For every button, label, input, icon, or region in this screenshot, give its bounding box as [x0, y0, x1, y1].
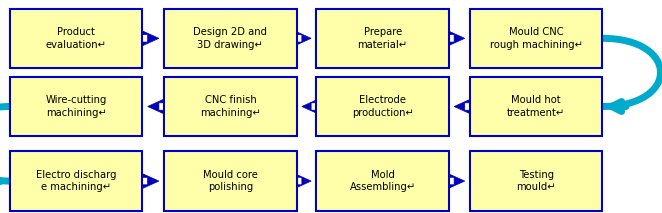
Text: Product
evaluation↵: Product evaluation↵ [46, 27, 107, 50]
Text: Electro discharg
e machining↵: Electro discharg e machining↵ [36, 170, 117, 192]
Text: Electrode
production↵: Electrode production↵ [352, 95, 414, 118]
FancyBboxPatch shape [316, 9, 449, 68]
Polygon shape [448, 174, 465, 189]
FancyBboxPatch shape [10, 151, 142, 211]
Text: Mold
Assembling↵: Mold Assembling↵ [350, 170, 416, 192]
Polygon shape [454, 99, 471, 114]
Text: Design 2D and
3D drawing↵: Design 2D and 3D drawing↵ [193, 27, 267, 50]
FancyBboxPatch shape [470, 77, 602, 136]
Text: CNC finish
machining↵: CNC finish machining↵ [200, 95, 261, 118]
FancyBboxPatch shape [316, 77, 449, 136]
Polygon shape [148, 99, 164, 114]
FancyBboxPatch shape [164, 77, 297, 136]
Text: Mould hot
treatment↵: Mould hot treatment↵ [507, 95, 565, 118]
Text: Mould core
polishing: Mould core polishing [203, 170, 258, 192]
Polygon shape [295, 31, 311, 46]
Polygon shape [142, 31, 159, 46]
FancyBboxPatch shape [470, 9, 602, 68]
Polygon shape [142, 174, 159, 189]
FancyBboxPatch shape [10, 77, 142, 136]
Polygon shape [302, 99, 318, 114]
Text: Wire-cutting
machining↵: Wire-cutting machining↵ [46, 95, 107, 118]
FancyBboxPatch shape [470, 151, 602, 211]
FancyBboxPatch shape [10, 9, 142, 68]
FancyBboxPatch shape [164, 151, 297, 211]
Polygon shape [295, 174, 311, 189]
Text: Testing
mould↵: Testing mould↵ [516, 170, 556, 192]
Text: Mould CNC
rough machining↵: Mould CNC rough machining↵ [490, 27, 583, 50]
Polygon shape [448, 31, 465, 46]
FancyBboxPatch shape [164, 9, 297, 68]
FancyBboxPatch shape [316, 151, 449, 211]
Text: Prepare
material↵: Prepare material↵ [357, 27, 408, 50]
